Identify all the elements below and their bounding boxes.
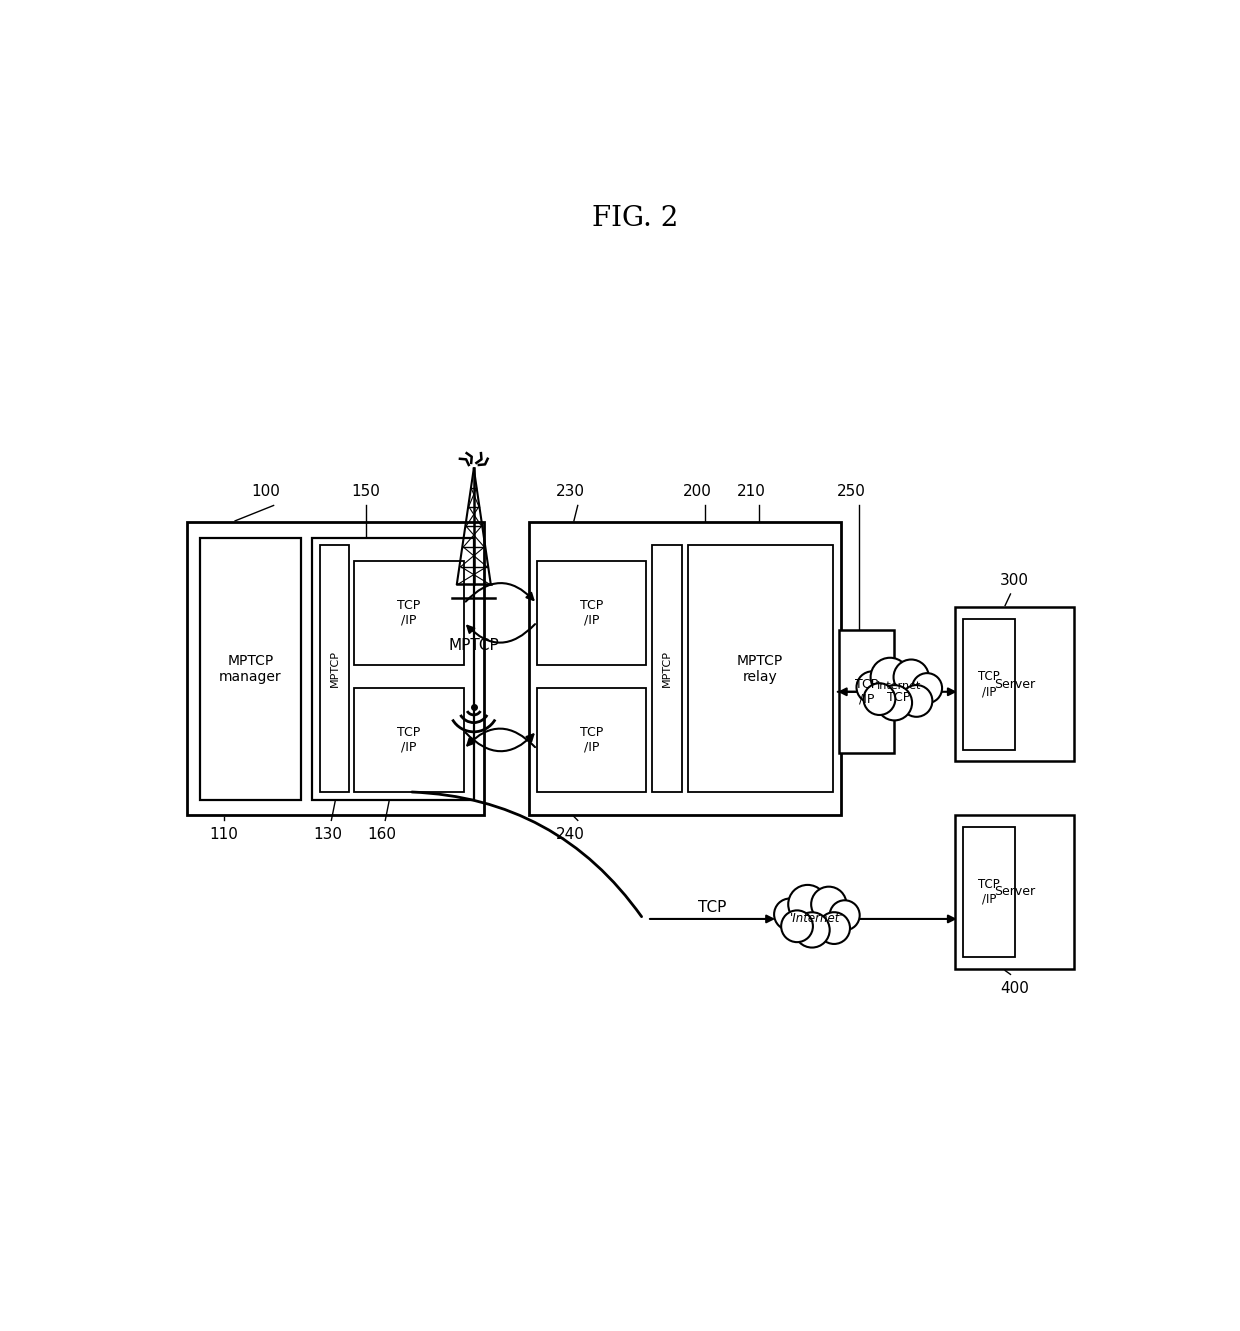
Text: TCP
/IP: TCP /IP bbox=[854, 677, 878, 705]
Text: 400: 400 bbox=[999, 981, 1029, 996]
Text: TCP: TCP bbox=[887, 691, 910, 704]
Text: 'Internet': 'Internet' bbox=[790, 913, 843, 925]
Text: Server: Server bbox=[993, 885, 1035, 898]
Text: 200: 200 bbox=[683, 484, 712, 499]
Text: MPTCP: MPTCP bbox=[330, 650, 340, 687]
Circle shape bbox=[913, 673, 942, 703]
FancyBboxPatch shape bbox=[537, 560, 646, 666]
Text: TCP: TCP bbox=[698, 900, 727, 914]
FancyBboxPatch shape bbox=[537, 688, 646, 792]
FancyBboxPatch shape bbox=[187, 522, 484, 815]
Text: 240: 240 bbox=[556, 827, 584, 841]
FancyBboxPatch shape bbox=[688, 546, 832, 792]
Text: TCP
/IP: TCP /IP bbox=[978, 878, 999, 906]
FancyBboxPatch shape bbox=[529, 522, 841, 815]
FancyBboxPatch shape bbox=[652, 546, 682, 792]
FancyBboxPatch shape bbox=[312, 538, 474, 800]
FancyBboxPatch shape bbox=[955, 815, 1074, 969]
FancyBboxPatch shape bbox=[962, 827, 1016, 957]
Circle shape bbox=[789, 885, 827, 924]
Circle shape bbox=[857, 671, 888, 703]
Circle shape bbox=[894, 660, 929, 695]
Text: FIG. 2: FIG. 2 bbox=[593, 205, 678, 232]
FancyBboxPatch shape bbox=[355, 560, 464, 666]
FancyBboxPatch shape bbox=[320, 546, 350, 792]
Circle shape bbox=[811, 886, 847, 922]
FancyBboxPatch shape bbox=[838, 630, 894, 753]
Circle shape bbox=[818, 912, 849, 944]
Text: 230: 230 bbox=[556, 484, 584, 499]
Text: MPTCP
manager: MPTCP manager bbox=[219, 654, 281, 684]
Circle shape bbox=[870, 658, 909, 696]
Text: 150: 150 bbox=[352, 484, 381, 499]
Text: Server: Server bbox=[993, 677, 1035, 691]
Text: 250: 250 bbox=[837, 484, 866, 499]
Circle shape bbox=[795, 912, 830, 948]
Text: Internet: Internet bbox=[877, 681, 921, 691]
Text: 110: 110 bbox=[210, 827, 238, 841]
Text: TCP
/IP: TCP /IP bbox=[580, 599, 603, 627]
Text: TCP
/IP: TCP /IP bbox=[398, 725, 420, 753]
Text: TCP
/IP: TCP /IP bbox=[978, 669, 999, 697]
Text: 210: 210 bbox=[737, 484, 765, 499]
Text: MPTCP
relay: MPTCP relay bbox=[737, 654, 784, 684]
Circle shape bbox=[863, 683, 895, 715]
Text: 160: 160 bbox=[367, 827, 396, 841]
Circle shape bbox=[830, 900, 859, 930]
FancyBboxPatch shape bbox=[355, 688, 464, 792]
Text: 100: 100 bbox=[252, 484, 280, 499]
FancyBboxPatch shape bbox=[955, 607, 1074, 761]
Circle shape bbox=[774, 898, 806, 930]
Text: TCP
/IP: TCP /IP bbox=[580, 725, 603, 753]
FancyBboxPatch shape bbox=[201, 538, 300, 800]
Text: TCP
/IP: TCP /IP bbox=[398, 599, 420, 627]
Circle shape bbox=[877, 685, 913, 720]
Text: 130: 130 bbox=[312, 827, 342, 841]
Circle shape bbox=[781, 910, 813, 942]
Circle shape bbox=[900, 685, 932, 717]
Text: MPTCP: MPTCP bbox=[449, 638, 500, 654]
Text: MPTCP: MPTCP bbox=[662, 650, 672, 687]
FancyBboxPatch shape bbox=[962, 619, 1016, 749]
Text: 300: 300 bbox=[999, 572, 1029, 588]
